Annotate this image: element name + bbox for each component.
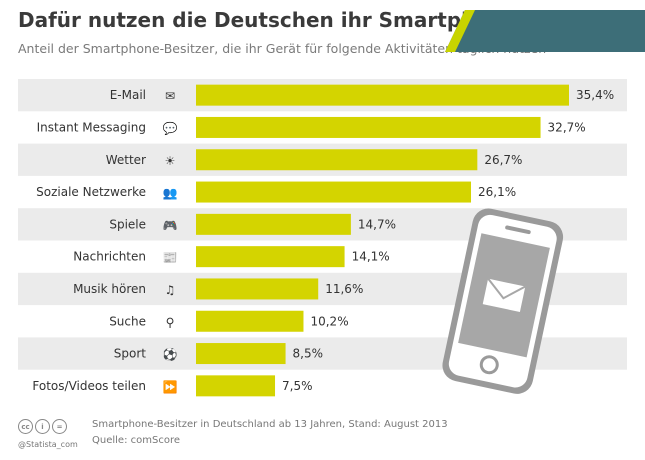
category-label: Nachrichten bbox=[73, 250, 146, 264]
category-label: Soziale Netzwerke bbox=[36, 185, 146, 199]
source-credit: Quelle: comScore bbox=[92, 435, 180, 446]
no-derivatives-icon[interactable]: = bbox=[52, 419, 67, 434]
data-label: 26,7% bbox=[484, 153, 522, 167]
bar bbox=[196, 375, 276, 397]
bar bbox=[196, 343, 286, 365]
bar bbox=[196, 310, 304, 332]
bar bbox=[196, 213, 351, 235]
sun-icon: ☀ bbox=[165, 154, 176, 168]
attribution-icon[interactable]: i bbox=[35, 419, 50, 434]
statista-handle[interactable]: @Statista_com bbox=[18, 440, 78, 449]
statista-logo[interactable]: statista bbox=[545, 423, 606, 439]
people-icon: 👥 bbox=[163, 186, 178, 200]
data-label: 32,7% bbox=[548, 120, 586, 134]
category-label: E-Mail bbox=[110, 88, 146, 102]
footer: cc i = @Statista_com Smartphone-Besitzer… bbox=[0, 408, 645, 460]
chart-subtitle: Anteil der Smartphone-Besitzer, die ihr … bbox=[18, 41, 547, 56]
newspaper-icon: 📰 bbox=[163, 251, 178, 265]
bar bbox=[196, 84, 569, 106]
data-label: 35,4% bbox=[576, 88, 614, 102]
music-note-icon: ♫ bbox=[165, 283, 176, 297]
category-label: Musik hören bbox=[73, 282, 146, 296]
data-label: 8,5% bbox=[293, 347, 324, 361]
license-icons: cc i = bbox=[18, 419, 67, 434]
category-label: Instant Messaging bbox=[37, 120, 146, 134]
bar bbox=[196, 278, 319, 300]
category-label: Spiele bbox=[109, 217, 146, 231]
magnifier-icon: ⚲ bbox=[166, 315, 175, 329]
xing-logo[interactable]: XING bbox=[473, 423, 510, 438]
bar bbox=[196, 246, 345, 268]
category-label: Fotos/Videos teilen bbox=[32, 379, 146, 393]
data-label: 11,6% bbox=[325, 282, 363, 296]
brand-banner bbox=[445, 10, 645, 52]
source-note: Smartphone-Besitzer in Deutschland ab 13… bbox=[92, 419, 448, 430]
bar bbox=[196, 149, 478, 171]
data-label: 26,1% bbox=[478, 185, 516, 199]
envelope-icon: ✉ bbox=[165, 89, 175, 103]
speech-bubble-icon: 💬 bbox=[163, 121, 178, 135]
data-label: 10,2% bbox=[310, 314, 348, 328]
data-label: 7,5% bbox=[282, 379, 313, 393]
bar-chart: E-Mail ✉ 35,4% Instant Messaging 💬 32,7% Wette… bbox=[18, 79, 627, 397]
data-label: 14,7% bbox=[358, 217, 396, 231]
bar bbox=[196, 116, 541, 138]
gamepad-icon: 🎮 bbox=[163, 218, 178, 232]
creative-commons-icon[interactable]: cc bbox=[18, 419, 33, 434]
fast-forward-icon: ⏩ bbox=[163, 380, 178, 394]
data-label: 14,1% bbox=[352, 250, 390, 264]
bar bbox=[196, 181, 472, 203]
category-label: Suche bbox=[109, 314, 146, 328]
ball-icon: ⚽ bbox=[162, 348, 178, 362]
category-label: Sport bbox=[114, 347, 147, 361]
smartphone-illustration bbox=[442, 208, 564, 394]
category-label: Wetter bbox=[106, 153, 146, 167]
